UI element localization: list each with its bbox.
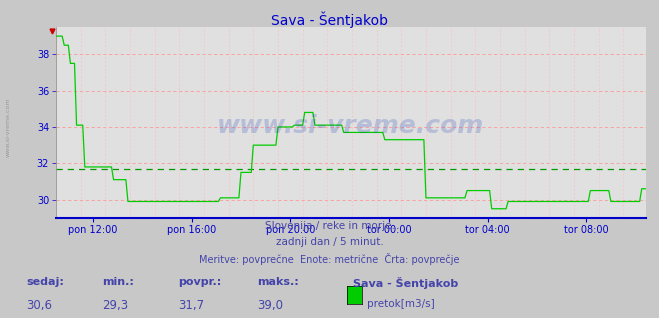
Text: www.si-vreme.com: www.si-vreme.com xyxy=(5,97,11,157)
Text: zadnji dan / 5 minut.: zadnji dan / 5 minut. xyxy=(275,237,384,247)
Text: min.:: min.: xyxy=(102,277,134,287)
Text: 31,7: 31,7 xyxy=(178,299,204,312)
Text: 30,6: 30,6 xyxy=(26,299,52,312)
Text: povpr.:: povpr.: xyxy=(178,277,221,287)
Text: sedaj:: sedaj: xyxy=(26,277,64,287)
Text: www.si-vreme.com: www.si-vreme.com xyxy=(217,114,484,138)
Text: Sava - Šentjakob: Sava - Šentjakob xyxy=(271,11,388,28)
Text: 29,3: 29,3 xyxy=(102,299,129,312)
Text: 39,0: 39,0 xyxy=(257,299,283,312)
Text: Slovenija / reke in morje.: Slovenija / reke in morje. xyxy=(264,221,395,231)
Text: maks.:: maks.: xyxy=(257,277,299,287)
Text: Meritve: povprečne  Enote: metrične  Črta: povprečje: Meritve: povprečne Enote: metrične Črta:… xyxy=(199,253,460,265)
Text: Sava - Šentjakob: Sava - Šentjakob xyxy=(353,277,458,289)
Text: pretok[m3/s]: pretok[m3/s] xyxy=(367,299,435,309)
